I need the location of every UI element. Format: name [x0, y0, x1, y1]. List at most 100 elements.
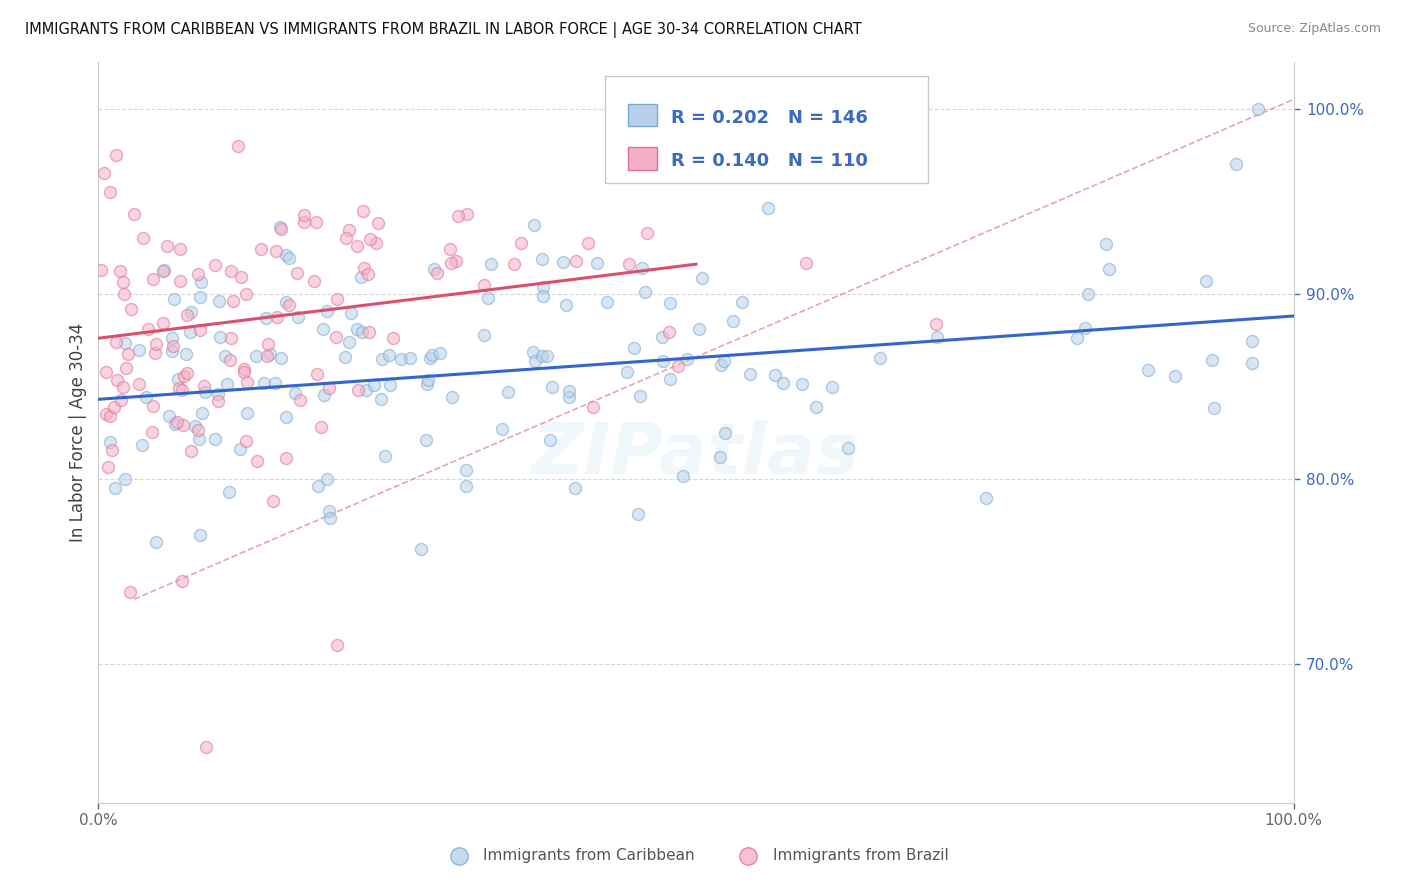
- Point: [312, 321, 335, 335]
- Point: [292, 215, 315, 229]
- Point: [636, 226, 658, 240]
- Point: [128, 376, 150, 391]
- Point: [315, 303, 337, 318]
- Point: [623, 341, 645, 355]
- Point: [357, 267, 380, 281]
- Point: [540, 379, 562, 393]
- Point: [1066, 331, 1088, 345]
- Point: [671, 468, 693, 483]
- Point: [731, 294, 754, 309]
- Point: [837, 441, 859, 455]
- Point: [208, 329, 231, 343]
- Point: [659, 296, 682, 310]
- Point: [472, 277, 495, 292]
- Point: [277, 252, 299, 266]
- Text: R = 0.202   N = 146: R = 0.202 N = 146: [671, 109, 868, 127]
- Point: [419, 351, 441, 365]
- Point: [738, 368, 761, 382]
- Point: [1247, 102, 1270, 116]
- Point: [166, 372, 188, 386]
- Point: [160, 331, 183, 345]
- Point: [165, 417, 187, 432]
- Point: [155, 239, 177, 253]
- Point: [925, 330, 948, 344]
- Point: [218, 484, 240, 499]
- Point: [447, 210, 470, 224]
- Point: [627, 508, 650, 522]
- Point: [628, 389, 651, 403]
- Point: [576, 236, 599, 251]
- Point: [288, 393, 311, 408]
- Point: [347, 383, 370, 397]
- Point: [713, 354, 735, 368]
- Point: [616, 365, 638, 379]
- Point: [128, 343, 150, 357]
- Point: [103, 400, 125, 414]
- Point: [131, 438, 153, 452]
- Point: [555, 298, 578, 312]
- Point: [188, 323, 211, 337]
- Point: [326, 639, 349, 653]
- Point: [229, 270, 252, 285]
- Point: [235, 434, 257, 449]
- Point: [531, 280, 554, 294]
- Point: [193, 379, 215, 393]
- Point: [370, 392, 392, 407]
- Point: [207, 394, 229, 409]
- Point: [235, 287, 257, 301]
- Point: [444, 253, 467, 268]
- Point: [821, 380, 844, 394]
- Point: [1240, 334, 1263, 348]
- Point: [259, 347, 281, 361]
- Point: [229, 442, 252, 456]
- Point: [709, 450, 731, 465]
- Point: [659, 372, 682, 386]
- Point: [374, 450, 396, 464]
- Point: [176, 308, 198, 322]
- Point: [378, 348, 401, 362]
- Point: [346, 322, 368, 336]
- Point: [418, 373, 440, 387]
- Point: [254, 311, 277, 326]
- Point: [354, 383, 377, 397]
- Point: [1201, 353, 1223, 368]
- Point: [204, 258, 226, 272]
- Point: [371, 351, 394, 366]
- Point: [270, 222, 292, 236]
- Point: [472, 327, 495, 342]
- Point: [1164, 369, 1187, 384]
- Point: [658, 325, 681, 339]
- Point: [277, 298, 299, 312]
- Point: [264, 244, 287, 258]
- Point: [631, 260, 654, 275]
- Point: [491, 422, 513, 436]
- Point: [180, 444, 202, 458]
- Point: [219, 330, 242, 344]
- Point: [352, 325, 374, 339]
- Point: [367, 216, 389, 230]
- Point: [666, 359, 689, 374]
- Point: [312, 387, 335, 401]
- Point: [586, 256, 609, 270]
- Point: [104, 481, 127, 495]
- Point: [160, 343, 183, 358]
- Point: [214, 349, 236, 363]
- Point: [232, 362, 254, 376]
- Point: [652, 354, 675, 368]
- Point: [187, 432, 209, 446]
- Point: [166, 415, 188, 429]
- Point: [1241, 356, 1264, 370]
- Legend: Immigrants from Caribbean, Immigrants from Brazil: Immigrants from Caribbean, Immigrants fr…: [437, 842, 955, 869]
- Point: [398, 351, 420, 365]
- Point: [120, 585, 142, 599]
- Point: [204, 432, 226, 446]
- Point: [1195, 274, 1218, 288]
- Point: [104, 334, 127, 349]
- Point: [110, 392, 132, 407]
- Point: [114, 361, 136, 376]
- Point: [184, 419, 207, 434]
- Point: [188, 289, 211, 303]
- Point: [122, 207, 145, 221]
- Point: [97, 459, 120, 474]
- Point: [112, 286, 135, 301]
